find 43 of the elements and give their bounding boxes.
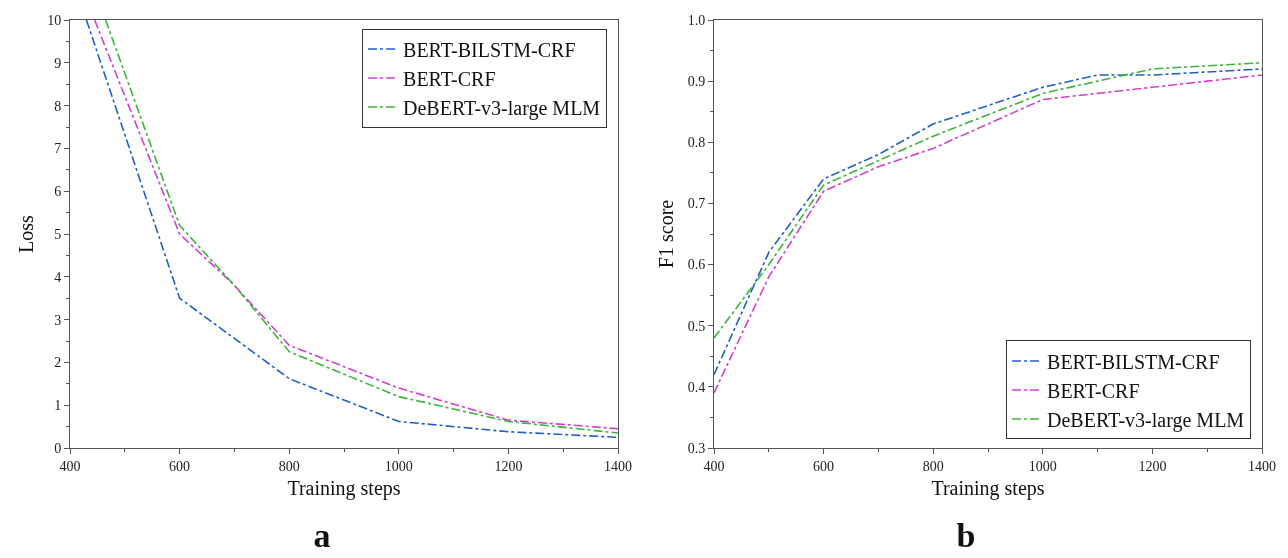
x-axis-title: Training steps [287, 477, 401, 501]
y-axis-title: F1 score [655, 199, 678, 269]
y-tick-label: 10 [47, 12, 62, 28]
x-tick-label: 800 [278, 458, 300, 474]
x-tick-label: 1000 [384, 458, 413, 474]
y-tick-label: 0.9 [687, 74, 706, 90]
y-tick-label: 3 [54, 312, 62, 328]
x-tick-label: 1200 [1138, 458, 1167, 474]
x-tick-label: 1400 [1248, 458, 1276, 474]
x-tick-label: 1400 [604, 458, 632, 474]
y-tick-label: 0.3 [687, 440, 706, 456]
legend-label: BERT-BILSTM-CRF [403, 38, 576, 61]
y-tick-label: 0.6 [687, 257, 706, 273]
y-tick-label: 0.8 [687, 135, 706, 151]
x-tick-label: 1200 [494, 458, 523, 474]
legend-label: DeBERT-v3-large MLM [403, 96, 601, 120]
legend-label: BERT-CRF [403, 67, 496, 90]
y-tick-label: 0 [54, 440, 62, 456]
y-tick-label: 0.5 [687, 318, 706, 334]
y-tick-label: 4 [54, 269, 62, 285]
legend-label: DeBERT-v3-large MLM [1047, 408, 1245, 432]
x-tick-label: 400 [59, 458, 81, 474]
x-tick-label: 800 [922, 458, 944, 474]
x-tick-label: 400 [703, 458, 725, 474]
y-tick-label: 9 [54, 55, 62, 71]
legend-label: BERT-CRF [1047, 379, 1140, 402]
y-tick-label: 1 [54, 398, 62, 414]
text: a [313, 516, 331, 554]
y-axis-title: Loss [14, 214, 37, 253]
x-tick-label: 600 [813, 458, 835, 474]
y-tick-label: 8 [54, 98, 62, 114]
x-tick-label: 600 [169, 458, 191, 474]
y-tick-label: 5 [54, 226, 62, 242]
y-tick-label: 7 [54, 141, 62, 157]
legend-label: BERT-BILSTM-CRF [1047, 350, 1220, 373]
y-tick-label: 0.4 [687, 379, 706, 395]
x-axis-title: Training steps [931, 477, 1045, 501]
y-tick-label: 6 [54, 184, 62, 200]
y-tick-label: 2 [54, 355, 62, 371]
text: b [956, 516, 976, 554]
y-tick-label: 1.0 [687, 12, 706, 28]
x-tick-label: 1000 [1028, 458, 1057, 474]
y-tick-label: 0.7 [687, 196, 706, 212]
